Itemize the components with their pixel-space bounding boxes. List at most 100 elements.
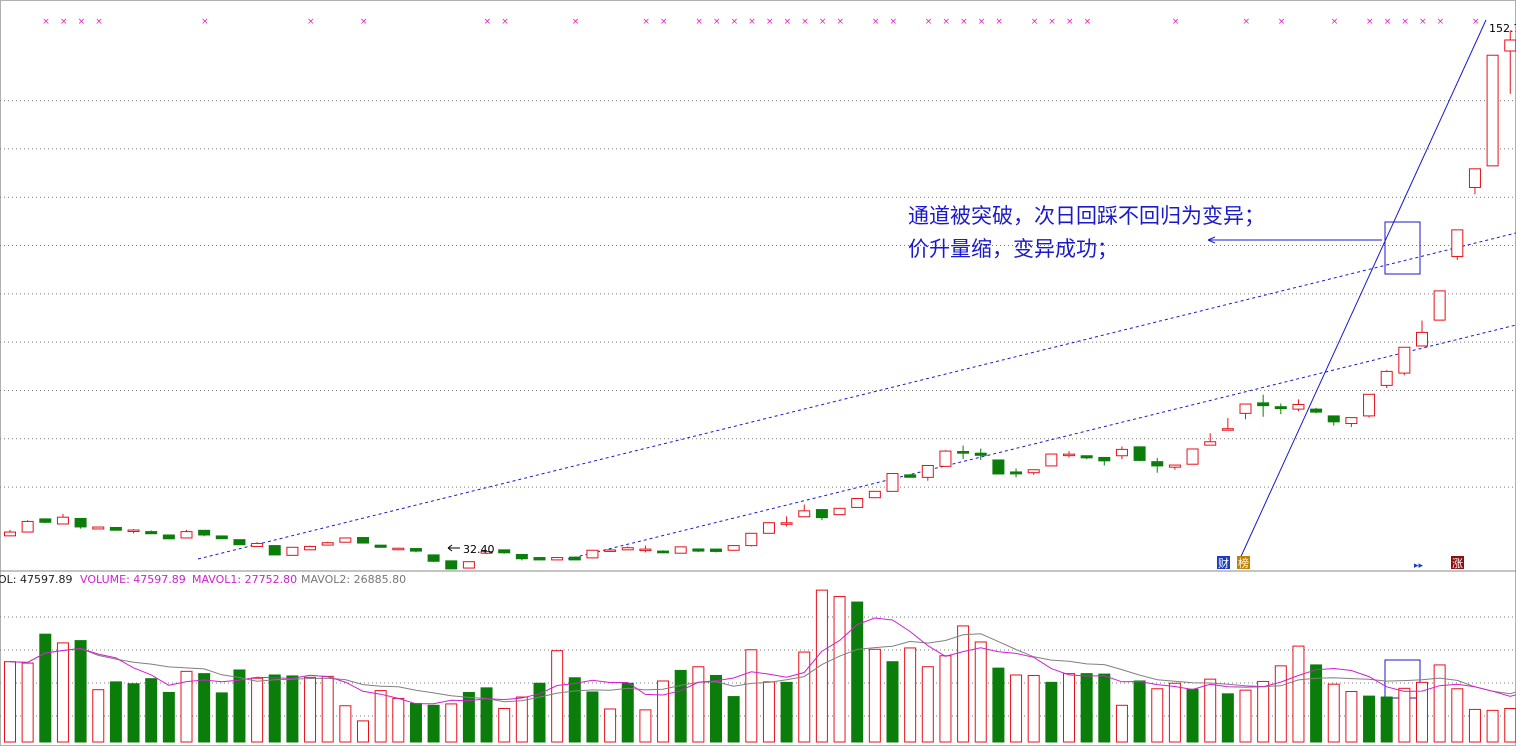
candle-body: [480, 551, 493, 554]
signal-marker: ×: [713, 17, 721, 27]
candle-body: [1045, 453, 1058, 467]
candle-body: [198, 529, 211, 536]
volume-bar: [304, 676, 317, 743]
signal-marker: ×: [642, 17, 650, 27]
volume-bar: [851, 601, 864, 743]
candlestick-series[interactable]: [4, 30, 1516, 570]
annotation-arrow-icon: [1207, 236, 1216, 244]
volume-bar: [639, 709, 652, 743]
signal-marker: ×: [1366, 17, 1374, 27]
volume-bar: [251, 677, 264, 743]
volume-bar: [692, 666, 705, 743]
volume-legend: OL: 47597.89 VOLUME: 47597.89 MAVOL1: 27…: [0, 573, 406, 586]
signal-marker: ×: [784, 17, 792, 27]
volume-bar: [286, 675, 299, 743]
volume-bar: [480, 687, 493, 743]
candle-body: [180, 531, 193, 539]
candle-body: [1221, 428, 1234, 431]
volume-bar: [268, 674, 281, 743]
candle-body: [462, 561, 475, 569]
candle-body: [233, 539, 246, 546]
volume-bar: [1504, 708, 1516, 743]
signal-marker: ×: [1066, 17, 1074, 27]
signal-marker: ×: [42, 17, 50, 27]
volume-bar: [392, 697, 405, 743]
bang-badge[interactable]: 榜: [1237, 556, 1250, 570]
candle-body: [798, 510, 811, 518]
candle-body: [21, 520, 34, 533]
candle-body: [357, 537, 369, 544]
candle-body: [321, 542, 334, 546]
volume-bar: [1327, 683, 1340, 743]
candle-body: [904, 474, 917, 478]
signal-marker: ×: [1437, 17, 1445, 27]
volume-bar: [957, 625, 970, 743]
volume-bar: [586, 691, 599, 743]
candle-body: [745, 532, 758, 547]
candle-body: [268, 545, 281, 556]
nav-arrows-icon[interactable]: ▸▸: [1414, 561, 1424, 571]
candle-body: [1451, 229, 1464, 258]
volume-bar: [21, 662, 34, 743]
high-price-label: 152.7: [1489, 22, 1516, 35]
signal-marker: ×: [1278, 17, 1286, 27]
volume-bar: [762, 681, 775, 743]
candle-body: [1010, 471, 1023, 475]
volume-bar: [1204, 678, 1217, 743]
volume-bar: [1221, 693, 1234, 743]
signal-marker: ×: [695, 17, 703, 27]
volume-bar: [1115, 704, 1128, 743]
candle-body: [604, 549, 617, 552]
volume-bar: [1380, 696, 1393, 743]
candle-body: [1133, 446, 1146, 461]
candle-body: [1486, 54, 1499, 167]
signal-marker: ×: [660, 17, 668, 27]
candle-body: [1204, 441, 1217, 446]
volume-bar: [357, 720, 369, 743]
volume-bar: [515, 696, 528, 743]
volume-bar: [674, 669, 687, 743]
volume-bar: [4, 661, 16, 743]
volume-bar: [1186, 688, 1199, 743]
signal-marker: ×: [748, 17, 756, 27]
volume-bar: [992, 667, 1005, 743]
volume-bar: [1274, 665, 1287, 743]
candle-body: [1239, 403, 1252, 414]
volume-bar: [798, 651, 811, 743]
volume-bar: [1063, 673, 1075, 743]
candle-body: [145, 531, 158, 535]
volume-bar: [921, 666, 934, 743]
volume-bar: [745, 649, 758, 743]
volume-bar: [621, 682, 634, 743]
signal-marker: ×: [819, 17, 827, 27]
zhang-badge[interactable]: 涨: [1451, 556, 1464, 570]
volume-bar: [498, 708, 511, 743]
volume-bar: [1010, 674, 1023, 743]
candle-body: [1327, 415, 1340, 423]
cai-badge-text: 财: [1218, 556, 1229, 570]
vol-value: OL: 47597.89: [0, 573, 72, 586]
volume-bar: [92, 689, 105, 743]
volume-bar: [1292, 645, 1305, 743]
volume-bar: [1363, 695, 1376, 743]
candle-body: [833, 507, 846, 516]
candle-body: [868, 490, 881, 499]
cai-badge[interactable]: 财: [1217, 556, 1230, 570]
candle-body: [939, 450, 952, 467]
candle-body: [1080, 455, 1093, 459]
mavol1-line: [9, 617, 1516, 705]
volume-bar: [339, 705, 352, 743]
volume-bar: [215, 692, 228, 743]
volume-bar: [1433, 664, 1446, 743]
volume-moving-averages: [9, 617, 1516, 705]
signal-marker: ×: [872, 17, 880, 27]
candle-body: [551, 557, 564, 561]
volume-bar: [1416, 681, 1428, 743]
candle-body: [1274, 406, 1287, 410]
signal-markers: × × × × × × × × × × × × × × × × × × × × × × × × × × × × × × × × × × × × × × × ×…: [42, 17, 1479, 27]
signal-marker: ×: [307, 17, 315, 27]
volume-bar: [1486, 709, 1499, 743]
volume-bar: [886, 661, 899, 743]
